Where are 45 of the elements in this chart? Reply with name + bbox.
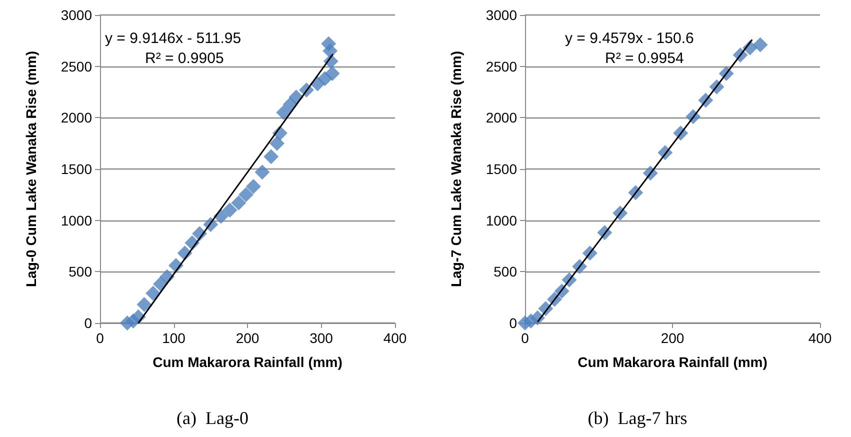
y-tick-label: 1000: [60, 212, 92, 228]
x-tick-label: 400: [383, 330, 407, 346]
x-tick-label: 400: [808, 330, 832, 346]
point: [136, 297, 152, 312]
y-tick-label: 2000: [60, 110, 92, 126]
y-tick-label: 2000: [486, 110, 518, 126]
y-tick-label: 0: [509, 315, 518, 331]
point: [321, 36, 336, 52]
point: [264, 149, 279, 164]
point: [146, 286, 161, 301]
x-axis-title: Cum Makarora Rainfall (mm): [152, 354, 342, 370]
point: [254, 164, 270, 180]
y-tick-label: 3000: [60, 7, 92, 23]
y-tick-label: 2500: [60, 58, 92, 74]
x-tick-label: 300: [310, 330, 334, 346]
y-tick-label: 2500: [486, 58, 518, 74]
y-tick-label: 1000: [486, 212, 518, 228]
x-tick-label: 100: [162, 330, 186, 346]
point: [231, 195, 246, 210]
x-axis-title: Cum Makarora Rainfall (mm): [578, 354, 768, 370]
y-tick-label: 500: [494, 264, 518, 280]
x-tick-label: 0: [521, 330, 530, 346]
y-axis-title: Lag-7 Cum Lake Wanaka Rise (mm): [448, 51, 464, 287]
annotation: y = 9.9146x - 511.95: [105, 30, 242, 47]
point: [752, 37, 768, 52]
y-axis-title: Lag-0 Cum Lake Wanaka Rise (mm): [23, 51, 39, 287]
point: [222, 202, 238, 218]
annotation: R² = 0.9954: [605, 50, 684, 67]
annotation: R² = 0.9905: [145, 50, 224, 67]
y-tick-label: 0: [84, 315, 92, 331]
y-tick-label: 1500: [486, 161, 518, 177]
x-tick-label: 200: [660, 330, 684, 346]
y-tick-label: 3000: [486, 7, 518, 23]
annotation: y = 9.4579x - 150.6: [565, 30, 694, 47]
point: [276, 105, 292, 120]
y-tick-label: 500: [68, 264, 92, 280]
text: (a) Lag-0: [176, 408, 248, 428]
y-tick-label: 1500: [60, 161, 92, 177]
text: (b) Lag-7 hrs: [588, 408, 688, 428]
point: [246, 178, 261, 194]
x-tick-label: 0: [96, 330, 104, 346]
point: [270, 136, 284, 151]
x-tick-label: 200: [236, 330, 260, 346]
point: [238, 187, 254, 202]
point: [324, 66, 340, 82]
